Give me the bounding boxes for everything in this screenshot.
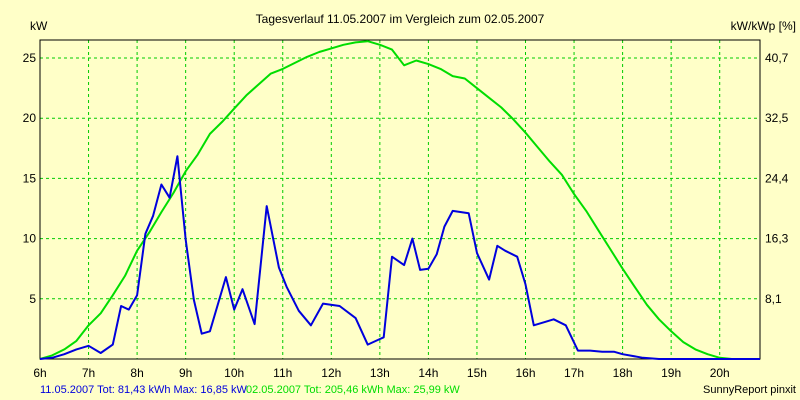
legend-entry-1: 11.05.2007 Tot: 81,43 kWh Max: 16,85 kW xyxy=(40,384,247,396)
series-lines xyxy=(39,40,760,360)
x-tick-label: 18h xyxy=(613,366,633,380)
y-axis-left-label: kW xyxy=(30,19,48,33)
x-tick-label: 6h xyxy=(33,366,46,380)
y-right-tick-label: 16,3 xyxy=(765,232,789,246)
y-right-tick-label: 40,7 xyxy=(765,51,789,65)
x-tick-label: 19h xyxy=(661,366,681,380)
y-left-tick-label: 5 xyxy=(29,292,36,306)
axis-tick-labels: 6h 7h 8h 9h 10h 11h 12h 13h 14h 15h 16h 17h 18h 19h 20… xyxy=(23,51,789,380)
x-tick-label: 7h xyxy=(82,366,95,380)
y-right-tick-label: 8,1 xyxy=(765,292,782,306)
plot-frame xyxy=(39,39,761,360)
grid xyxy=(40,40,760,359)
x-tick-label: 17h xyxy=(564,366,584,380)
x-tick-label: 14h xyxy=(418,366,438,380)
x-tick-label: 9h xyxy=(179,366,192,380)
y-right-tick-label: 32,5 xyxy=(765,111,789,125)
x-tick-label: 8h xyxy=(130,366,143,380)
y-left-tick-label: 20 xyxy=(23,111,37,125)
y-axis-right-label: kW/kWp [%] xyxy=(731,19,796,33)
legend: 11.05.2007 Tot: 81,43 kWh Max: 16,85 kW … xyxy=(40,384,796,396)
credit-text: SunnyReport pinxit xyxy=(703,384,796,396)
y-left-tick-label: 25 xyxy=(23,51,37,65)
x-tick-label: 11h xyxy=(273,366,292,380)
series-line-11.05.2007 xyxy=(39,155,760,360)
x-tick-label: 13h xyxy=(370,366,390,380)
x-tick-label: 15h xyxy=(467,366,487,380)
x-tick-label: 16h xyxy=(515,366,535,380)
y-left-tick-label: 10 xyxy=(23,232,37,246)
chart-title: Tagesverlauf 11.05.2007 im Vergleich zum… xyxy=(256,12,545,26)
x-tick-label: 12h xyxy=(321,366,341,380)
series-line-02.05.2007 xyxy=(39,40,760,360)
y-right-tick-label: 24,4 xyxy=(765,171,789,185)
x-tick-label: 10h xyxy=(224,366,244,380)
y-left-tick-label: 15 xyxy=(23,171,37,185)
x-tick-label: 20h xyxy=(710,366,730,380)
legend-entry-2: 02.05.2007 Tot: 205,46 kWh Max: 25,99 kW xyxy=(246,384,460,396)
